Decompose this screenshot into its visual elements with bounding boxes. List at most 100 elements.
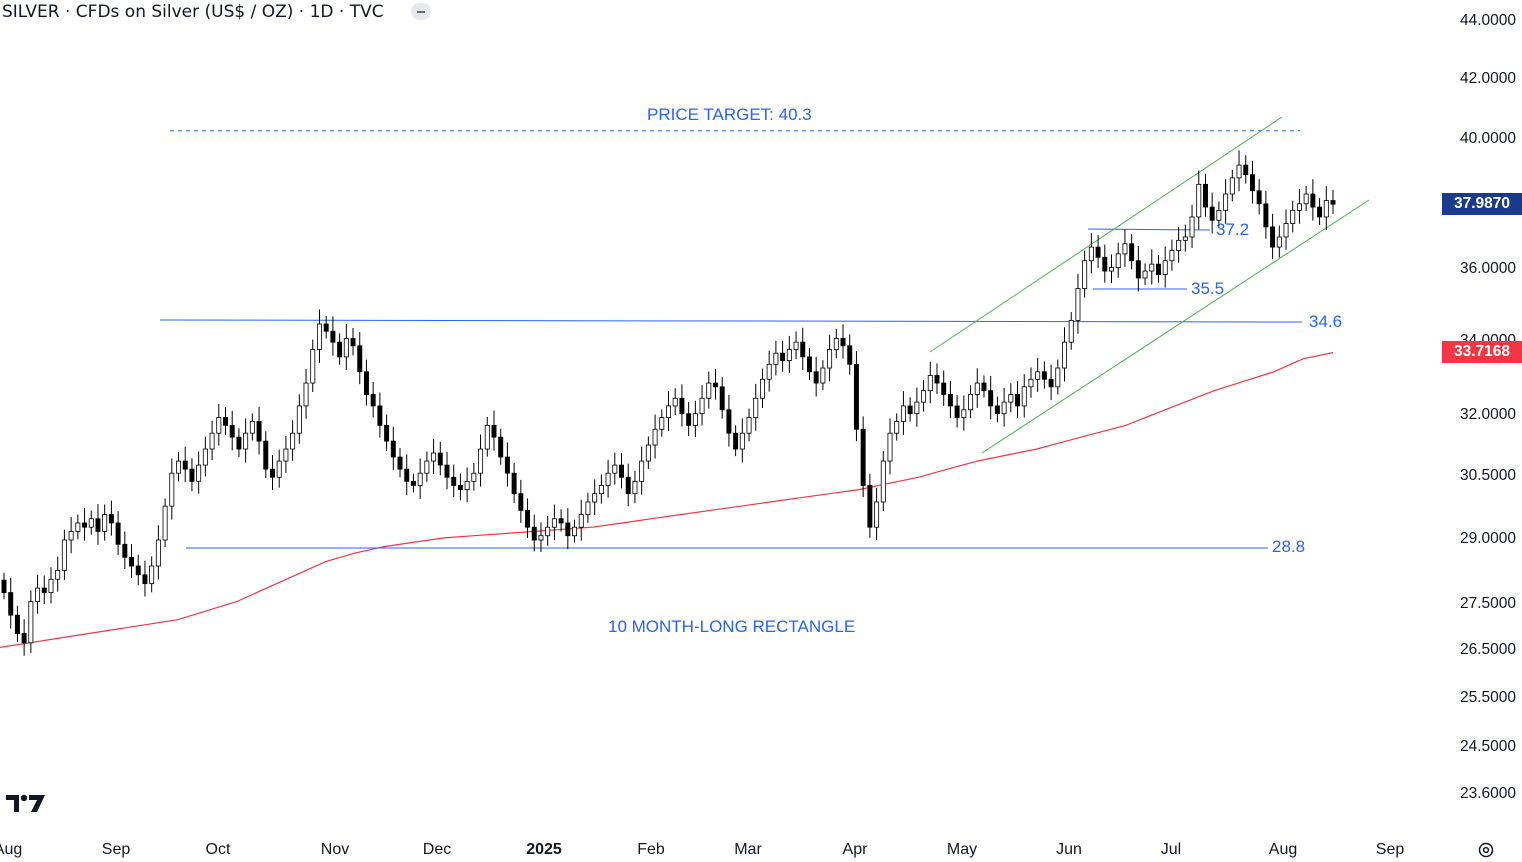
candle [1015, 381, 1021, 419]
candle [61, 529, 67, 580]
candle [1263, 190, 1269, 239]
candle [786, 335, 792, 373]
candle [692, 400, 698, 438]
candle [384, 414, 390, 452]
x-tick-label: Sep [101, 841, 131, 858]
candle [1176, 226, 1182, 263]
candle [437, 441, 443, 476]
candle [558, 509, 564, 532]
candle [1196, 170, 1202, 230]
candle [545, 516, 551, 546]
candle [806, 347, 812, 380]
candle [1310, 179, 1316, 221]
candle [310, 339, 316, 393]
candle [1102, 244, 1108, 283]
candle [1149, 249, 1155, 285]
candle [773, 340, 779, 376]
candle [1035, 357, 1041, 392]
candle [1075, 273, 1081, 334]
x-tick-label: Feb [637, 841, 665, 858]
settings-gear-icon[interactable] [1476, 840, 1496, 860]
candles-layer [1, 150, 1336, 656]
x-tick-label: Mar [734, 841, 762, 858]
candle [464, 467, 470, 503]
y-tick-label: 32.0000 [1459, 406, 1516, 423]
candle [296, 394, 302, 444]
y-tick-label: 25.5000 [1459, 689, 1516, 706]
candle [357, 332, 363, 385]
candle [538, 522, 544, 553]
candle [1323, 186, 1329, 231]
candle [209, 420, 215, 461]
candle [35, 574, 41, 614]
candle [88, 510, 94, 535]
candle [1001, 387, 1007, 427]
candle [337, 333, 343, 365]
candle [1202, 173, 1208, 217]
candle [739, 418, 745, 463]
x-tick-label: 2025 [526, 841, 562, 858]
candle [813, 356, 819, 397]
candle [48, 567, 54, 604]
y-tick-label: 30.5000 [1459, 467, 1516, 484]
candle [1048, 364, 1054, 401]
candle [860, 416, 866, 498]
x-tick-label: Oct [205, 841, 231, 858]
x-tick-label: May [946, 841, 978, 858]
candle [135, 554, 141, 586]
candle [612, 452, 618, 485]
candle [525, 498, 531, 539]
candle [511, 462, 517, 504]
candle [766, 350, 772, 392]
candle [1243, 155, 1249, 184]
candle [28, 590, 34, 653]
candle [1109, 254, 1114, 284]
channel-layer [929, 116, 1370, 454]
candle [585, 492, 591, 523]
candle [645, 436, 651, 469]
candle [947, 381, 953, 419]
candle [840, 324, 846, 359]
candle [498, 428, 504, 465]
candle [1055, 359, 1061, 395]
candle [1276, 225, 1282, 258]
candle [8, 577, 14, 629]
candle [874, 487, 880, 540]
candle [471, 463, 477, 491]
y-tick-label: 42.0000 [1459, 70, 1516, 87]
candle [377, 392, 383, 438]
candle [820, 360, 826, 391]
candle [578, 499, 584, 541]
candle [504, 442, 510, 487]
tradingview-logo-icon[interactable] [6, 792, 46, 814]
candle [155, 525, 161, 580]
y-tick-label: 23.6000 [1459, 785, 1516, 802]
candle [431, 438, 437, 474]
candle [1290, 200, 1296, 233]
collapse-button[interactable] [411, 3, 431, 20]
candle [162, 498, 168, 548]
candle [726, 395, 732, 447]
y-tick-label: 26.5000 [1459, 641, 1516, 658]
x-tick-label: Aug [1268, 841, 1298, 858]
y-tick-label: 44.0000 [1459, 12, 1516, 29]
last-price-badge: 37.9870 [1442, 193, 1522, 215]
candle [417, 458, 423, 499]
y-tick-label: 27.5000 [1459, 595, 1516, 612]
candle [95, 504, 101, 545]
candle [202, 436, 208, 477]
candle [827, 334, 833, 382]
candle [1330, 189, 1336, 214]
candle [1209, 192, 1215, 234]
candle [68, 516, 74, 554]
candle [833, 328, 839, 359]
candle [424, 451, 430, 482]
candle [666, 391, 671, 431]
candle [1162, 246, 1168, 288]
candle [632, 470, 638, 504]
candle [1115, 242, 1121, 278]
candle [290, 420, 296, 461]
chart-title: SILVER · CFDs on Silver (US$ / OZ) · 1D … [2, 2, 384, 22]
candle [491, 410, 497, 451]
